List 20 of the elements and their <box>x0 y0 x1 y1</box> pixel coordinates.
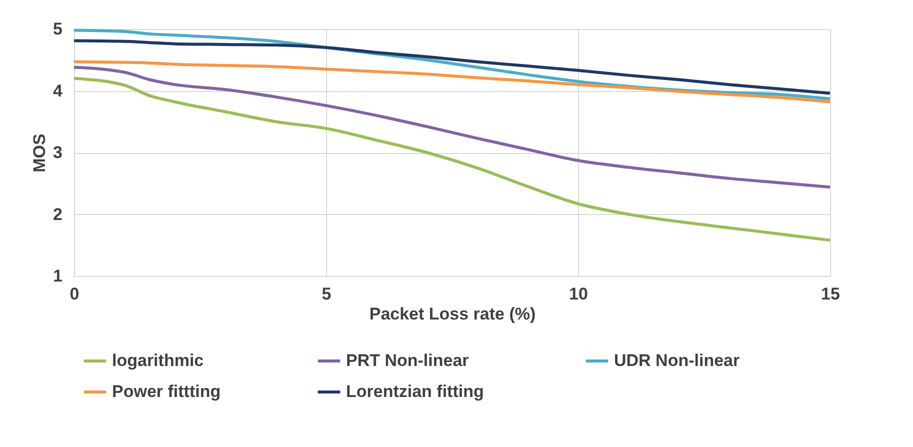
y-tick-label: 2 <box>53 204 62 224</box>
legend-label: logarithmic <box>112 351 204 370</box>
x-tick-label: 10 <box>569 284 588 304</box>
line-series <box>72 39 832 95</box>
x-tick-label: 5 <box>322 284 332 304</box>
legend-label: Lorentzian fitting <box>346 382 484 401</box>
y-tick-label: 5 <box>53 20 62 38</box>
legend-label: PRT Non-linear <box>346 351 470 370</box>
line-series <box>72 66 832 189</box>
y-tick-label: 3 <box>53 143 62 162</box>
line-series <box>72 60 832 104</box>
y-tick-label: 4 <box>53 81 64 100</box>
legend-label: UDR Non-linear <box>614 351 740 370</box>
y-tick-label: 1 <box>53 266 62 286</box>
x-tick-label: 15 <box>821 284 840 304</box>
line-series <box>72 76 832 242</box>
x-tick-label: 0 <box>70 284 80 304</box>
y-axis-title: MOS <box>30 134 50 172</box>
legend-label: Power fittting <box>112 382 221 401</box>
x-axis-title: Packet Loss rate (%) <box>369 304 536 324</box>
